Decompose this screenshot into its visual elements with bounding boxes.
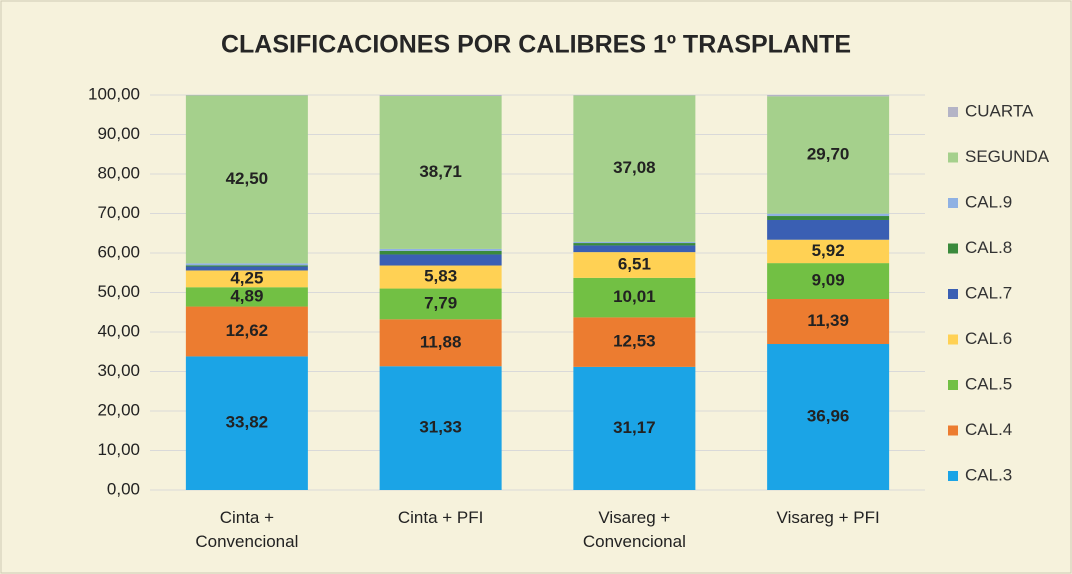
bar-segment (573, 366, 696, 490)
legend-label: CAL.8 (965, 238, 1012, 257)
bar-segment (379, 366, 502, 490)
legend-swatch (948, 243, 958, 254)
bar-segment (573, 317, 696, 367)
x-tick-label: Cinta + Convencional (195, 508, 299, 551)
y-tick-label: 60,00 (97, 242, 140, 261)
data-label: 10,01 (613, 287, 656, 306)
data-label: 11,39 (807, 311, 849, 330)
bar-segment (379, 254, 502, 266)
y-tick-label: 0,00 (107, 479, 140, 498)
data-label: 12,53 (613, 332, 656, 351)
legend-swatch (948, 334, 958, 345)
bar-segment (573, 95, 696, 242)
bar-segment (379, 95, 502, 97)
bar-segment (185, 356, 308, 490)
y-tick-label: 80,00 (97, 163, 140, 182)
legend-swatch (948, 471, 958, 481)
legend-swatch (948, 198, 958, 208)
data-label: 12,62 (226, 321, 269, 340)
legend-label: CAL.3 (965, 465, 1012, 484)
bar-segment (379, 288, 502, 320)
data-label: 5,92 (812, 241, 845, 260)
bar-segment (185, 95, 308, 264)
legend-swatch (948, 152, 958, 163)
data-label: 33,82 (226, 413, 269, 432)
legend-label: CUARTA (965, 101, 1034, 120)
bar-segment (767, 299, 890, 345)
y-tick-label: 30,00 (97, 361, 140, 380)
y-tick-label: 100,00 (88, 84, 140, 103)
data-label: 11,88 (420, 332, 462, 351)
data-label: 4,89 (230, 286, 263, 305)
data-label: 4,25 (230, 268, 263, 287)
data-label: 42,50 (226, 169, 269, 188)
data-label: 5,83 (424, 267, 457, 286)
legend-label: CAL.9 (965, 192, 1012, 211)
y-tick-label: 50,00 (97, 282, 140, 301)
bar-segment (185, 266, 308, 271)
bar-segment (573, 252, 696, 278)
y-tick-label: 40,00 (97, 321, 140, 340)
legend-label: CAL.6 (965, 329, 1012, 348)
bar-segment (379, 250, 502, 255)
data-label: 9,09 (812, 271, 845, 290)
bar-segment (767, 216, 890, 220)
legend-label: CAL.5 (965, 374, 1012, 393)
data-label: 31,33 (419, 418, 462, 437)
bar-segment (379, 248, 502, 251)
bar-segment (573, 243, 696, 246)
bar-segment (185, 265, 308, 267)
x-tick-label: Visareg + PFI (776, 508, 880, 527)
data-label: 7,79 (424, 293, 457, 312)
x-tick-label: Visareg + Convencional (582, 508, 686, 551)
data-label: 37,08 (613, 158, 656, 177)
bar-segment (379, 96, 502, 249)
y-tick-label: 90,00 (97, 124, 140, 143)
bar-segment (185, 263, 308, 266)
legend-swatch (948, 289, 958, 299)
legend-swatch (948, 425, 958, 436)
data-label: 36,96 (807, 406, 850, 425)
bar-segment (767, 95, 890, 97)
data-label: 38,71 (419, 162, 462, 181)
y-tick-label: 20,00 (97, 400, 140, 419)
legend-label: CAL.7 (965, 283, 1012, 302)
y-tick-label: 70,00 (97, 203, 140, 222)
data-label: 31,17 (613, 418, 656, 437)
data-label: 29,70 (807, 144, 850, 163)
bar-segment (767, 263, 890, 300)
bar-segment (573, 277, 696, 318)
bar-segment (767, 239, 890, 264)
bar-segment (185, 306, 308, 357)
bar-segment (185, 270, 308, 288)
bar-segment (573, 241, 696, 244)
bar-segment (767, 219, 890, 240)
x-tick-label: Cinta + PFI (397, 508, 484, 527)
legend-label: SEGUNDA (965, 147, 1050, 166)
data-label: 6,51 (618, 254, 651, 273)
bar-segment (185, 287, 308, 307)
bar-segment (767, 344, 890, 490)
legend-label: CAL.4 (965, 420, 1012, 439)
bar-segment (379, 319, 502, 367)
bar-segment (573, 245, 696, 253)
legend-swatch (948, 107, 958, 117)
y-tick-label: 10,00 (97, 440, 140, 459)
bar-segment (379, 265, 502, 289)
bar-segment (767, 213, 890, 217)
legend-swatch (948, 380, 958, 390)
chart-title: CLASIFICACIONES POR CALIBRES 1º TRASPLAN… (221, 31, 851, 59)
bar-segment (767, 96, 890, 214)
